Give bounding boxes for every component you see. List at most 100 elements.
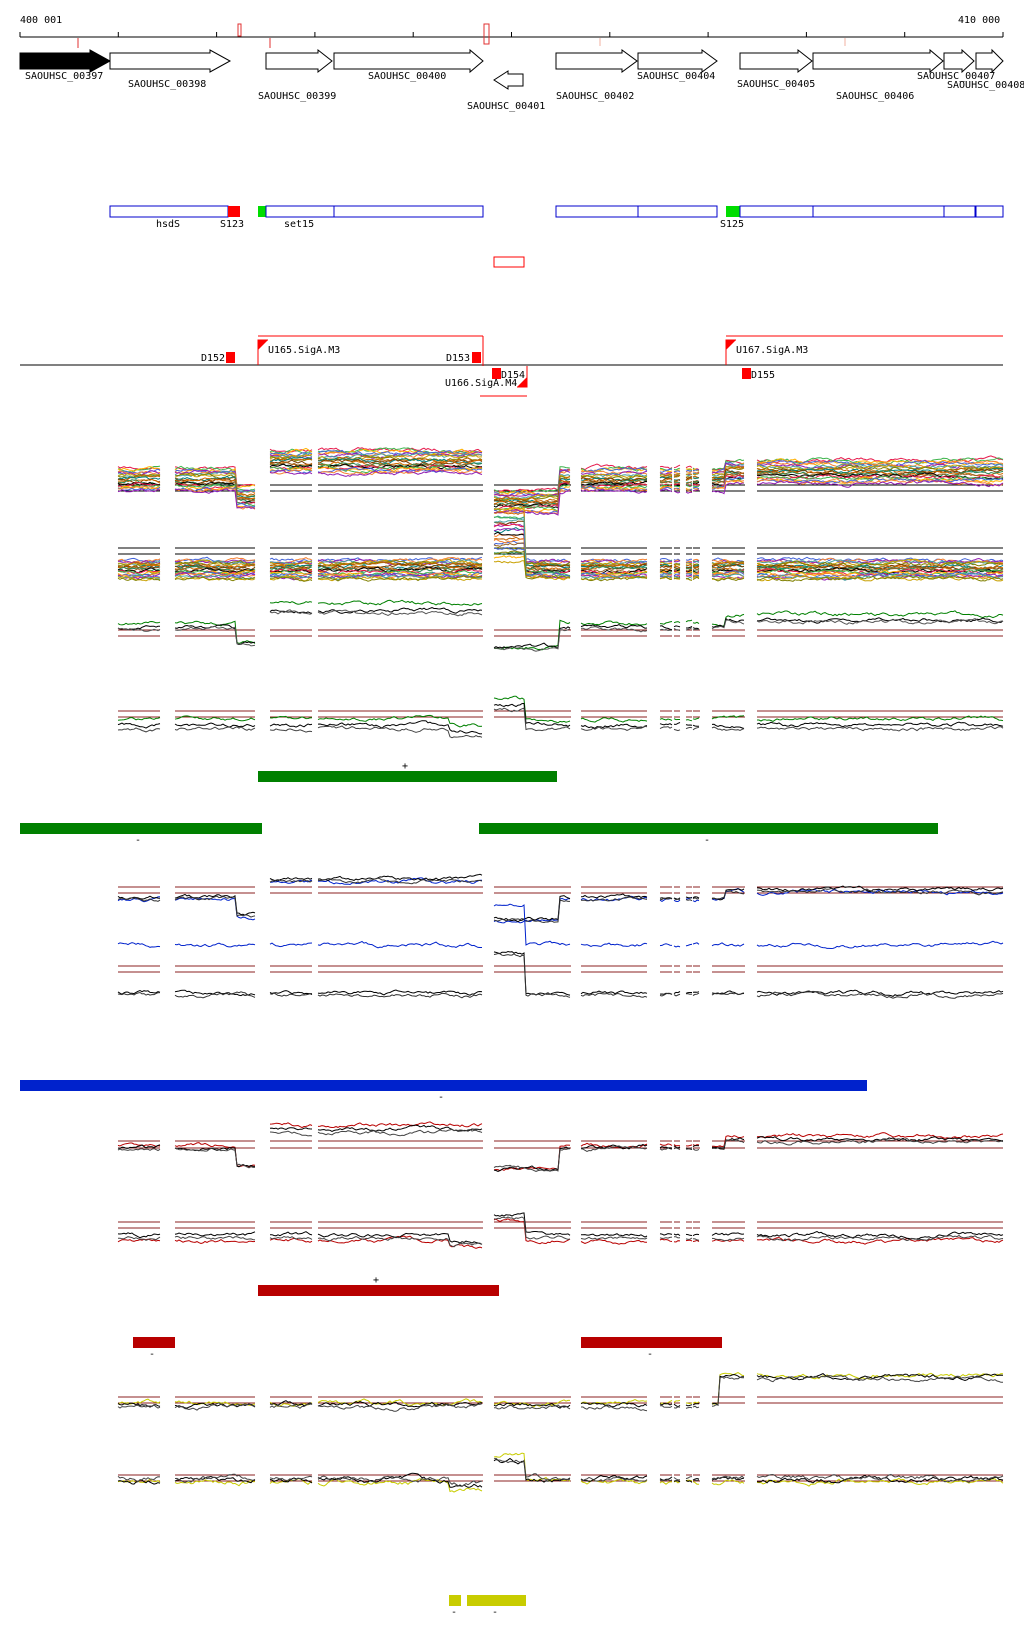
annotation-box[interactable]	[739, 205, 814, 218]
expression-line	[174, 625, 256, 647]
expression-line	[117, 466, 161, 473]
expression-line	[317, 877, 482, 886]
gene-arrow-00401[interactable]	[493, 70, 524, 90]
annotation-box[interactable]	[265, 205, 335, 218]
gene-arrow-00400[interactable]	[333, 48, 484, 74]
annotation-box[interactable]	[637, 205, 718, 218]
expression-line	[269, 1475, 313, 1482]
expression-line	[692, 992, 700, 996]
expression-line	[756, 475, 1004, 482]
expression-line	[673, 1147, 681, 1150]
gene-arrow-00408[interactable]	[975, 48, 1004, 74]
expression-line	[117, 1142, 161, 1147]
gene-arrow-00404[interactable]	[637, 49, 718, 73]
expression-line	[269, 609, 313, 615]
expression-line	[673, 1233, 681, 1237]
expression-line	[493, 619, 571, 651]
gene-arrow-00406[interactable]	[812, 48, 944, 74]
expression-track-blue-1	[117, 873, 1004, 924]
terminator-d153[interactable]	[472, 352, 481, 363]
expression-line	[685, 570, 693, 575]
terminator-d155[interactable]	[742, 368, 751, 379]
expression-line	[659, 1146, 673, 1150]
expression-line	[117, 577, 161, 582]
annotation-box[interactable]	[555, 205, 639, 218]
expression-line	[673, 565, 681, 569]
gene-arrow-00397[interactable]	[19, 49, 112, 73]
gene-arrow-00402[interactable]	[555, 49, 638, 73]
segment-sign: -	[704, 835, 710, 846]
expression-line	[117, 722, 161, 729]
expression-line	[685, 1406, 693, 1409]
site-marker-s125[interactable]	[726, 206, 740, 217]
expression-line	[692, 475, 700, 479]
gene-arrow-00399[interactable]	[265, 48, 333, 74]
gene-label: SAOUHSC_00398	[128, 79, 206, 90]
expression-line	[174, 991, 256, 999]
expression-line	[756, 472, 1004, 480]
expression-line	[692, 942, 700, 945]
expression-line	[756, 457, 1004, 466]
gene-arrow-00405[interactable]	[739, 48, 813, 74]
segment-bar-red-plus[interactable]	[258, 1285, 499, 1296]
expression-line	[174, 1473, 256, 1483]
expression-line	[317, 571, 483, 578]
expression-line	[317, 714, 483, 728]
expression-line	[117, 485, 161, 491]
segment-bar-red-minus[interactable]	[133, 1337, 175, 1348]
expression-line	[317, 1403, 483, 1412]
expression-line	[756, 564, 1004, 573]
annotation-box-red[interactable]	[493, 256, 525, 268]
expression-line	[317, 1401, 483, 1408]
site-marker-green[interactable]	[258, 206, 266, 217]
expression-line	[117, 1148, 161, 1152]
expression-line	[711, 888, 745, 901]
annotation-box[interactable]	[975, 205, 1004, 218]
gene-arrow-00407[interactable]	[943, 48, 975, 74]
terminator-d154[interactable]	[492, 368, 501, 379]
segment-bar-red-minus[interactable]	[581, 1337, 722, 1348]
expression-line	[659, 569, 673, 573]
site-marker-s123[interactable]	[228, 206, 240, 217]
expression-line	[269, 557, 313, 563]
expression-line	[580, 479, 648, 485]
expression-line	[174, 480, 256, 502]
expression-line	[756, 559, 1004, 566]
segment-bar-green-minus[interactable]	[479, 823, 938, 834]
expression-line	[118, 474, 161, 481]
expression-line	[685, 465, 693, 469]
terminator-label: D152	[201, 353, 225, 364]
expression-line	[756, 1375, 1003, 1383]
expression-line	[494, 547, 571, 577]
expression-line	[117, 478, 161, 484]
gene-arrow-00398[interactable]	[109, 49, 232, 73]
expression-line	[269, 609, 313, 614]
expression-line	[692, 564, 700, 568]
expression-line	[117, 1144, 161, 1149]
expression-line	[317, 607, 483, 614]
expression-line	[174, 620, 256, 645]
expression-line	[692, 563, 700, 567]
expression-line	[659, 468, 672, 473]
expression-line	[756, 560, 1004, 568]
expression-line	[493, 515, 571, 567]
expression-line	[692, 1405, 700, 1409]
expression-line	[659, 477, 673, 482]
gene-label: SAOUHSC_00399	[258, 91, 336, 102]
expression-line	[659, 559, 673, 564]
expression-line	[659, 573, 673, 576]
terminator-d152[interactable]	[226, 352, 235, 363]
expression-line	[174, 897, 256, 921]
segment-bar-green-minus[interactable]	[20, 823, 262, 834]
segment-bar-yellow-minus[interactable]	[449, 1595, 461, 1606]
annotation-box[interactable]	[812, 205, 945, 218]
segment-bar-blue-minus[interactable]	[20, 1080, 867, 1091]
segment-bar-green-plus[interactable]	[258, 771, 557, 782]
annotation-box[interactable]	[943, 205, 976, 218]
expression-line	[493, 1457, 571, 1483]
expression-line	[659, 628, 673, 632]
segment-bar-yellow-minus[interactable]	[467, 1595, 526, 1606]
expression-line	[580, 723, 648, 729]
annotation-box[interactable]	[333, 205, 484, 218]
annotation-box[interactable]	[109, 205, 229, 218]
